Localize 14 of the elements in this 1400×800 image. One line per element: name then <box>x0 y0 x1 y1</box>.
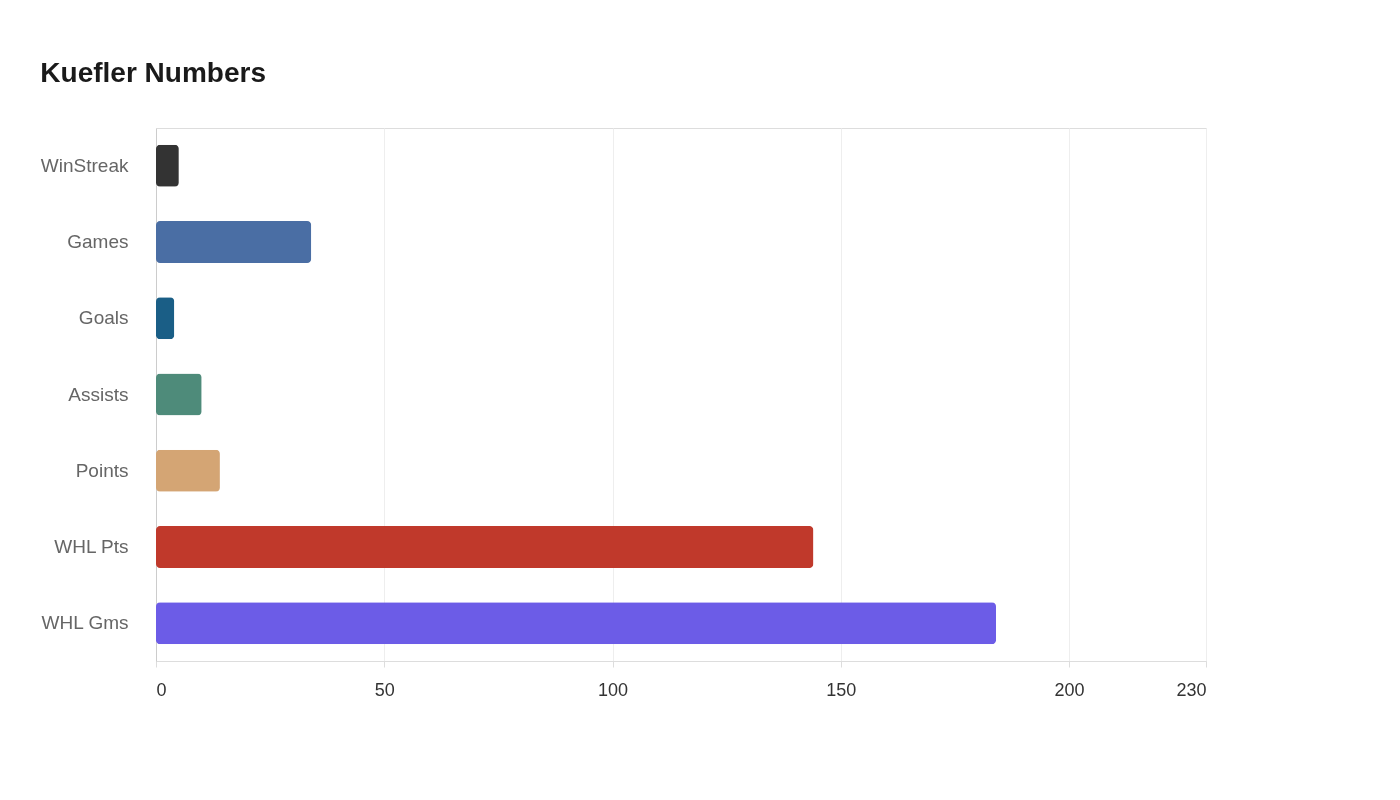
y-tick-label: Games <box>67 231 129 252</box>
y-tick-label: WHL Gms <box>41 612 129 634</box>
x-tick-label: 150 <box>826 679 857 700</box>
y-tick-label: Assists <box>68 383 129 405</box>
x-tick-label: 100 <box>598 679 629 700</box>
x-tick-label: 200 <box>1054 679 1085 700</box>
x-tick-label: 50 <box>374 679 395 700</box>
y-tick-label: WHL Pts <box>54 536 129 557</box>
y-tick-label: WinStreak <box>40 154 129 176</box>
x-tick-label: 230 <box>1176 679 1207 700</box>
y-tick-label: Goals <box>78 307 129 329</box>
y-tick-label: Points <box>75 459 129 481</box>
x-tick-label: 0 <box>156 679 167 700</box>
chart-title: Kuefler Numbers <box>40 57 266 88</box>
